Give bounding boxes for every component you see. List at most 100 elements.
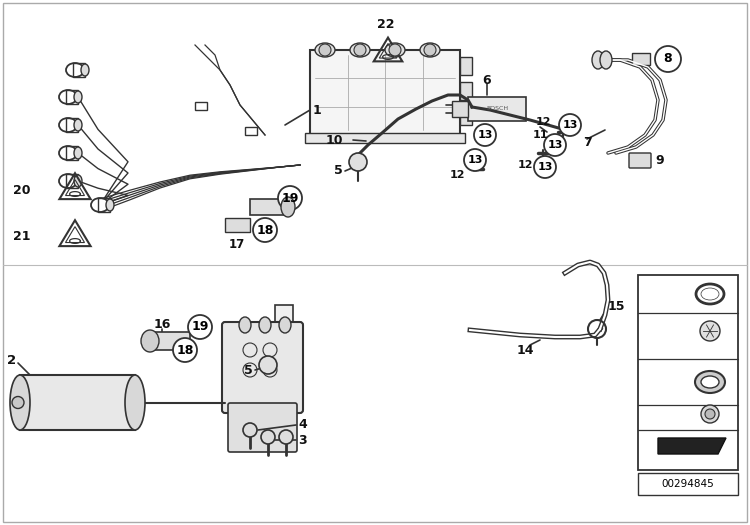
Text: 5: 5	[244, 363, 253, 376]
Bar	[460, 82, 472, 100]
Bar	[245, 127, 257, 135]
Ellipse shape	[420, 43, 440, 57]
Text: 6: 6	[483, 74, 491, 87]
Bar	[66, 90, 78, 104]
Text: 13: 13	[477, 130, 493, 140]
Text: 13: 13	[537, 162, 553, 172]
Bar	[66, 118, 78, 132]
Text: 20: 20	[13, 184, 30, 196]
Text: 7: 7	[583, 136, 591, 150]
Circle shape	[424, 44, 436, 56]
Ellipse shape	[279, 317, 291, 333]
Text: 13: 13	[548, 140, 562, 150]
Circle shape	[559, 114, 581, 136]
Text: 18: 18	[256, 224, 274, 236]
Ellipse shape	[315, 43, 335, 57]
Text: 15: 15	[608, 300, 625, 313]
Text: 19: 19	[191, 320, 208, 333]
Text: 8: 8	[664, 52, 672, 66]
Text: 8: 8	[644, 412, 652, 425]
Circle shape	[349, 153, 367, 171]
Ellipse shape	[592, 51, 604, 69]
Ellipse shape	[350, 43, 370, 57]
Bar	[98, 198, 110, 212]
Text: 18: 18	[176, 343, 194, 356]
Text: 22: 22	[377, 18, 394, 31]
Text: 9: 9	[655, 153, 664, 166]
Bar	[66, 146, 78, 160]
Circle shape	[279, 430, 293, 444]
Ellipse shape	[74, 147, 82, 159]
Text: 5: 5	[334, 164, 343, 177]
Text: 13: 13	[562, 120, 578, 130]
Ellipse shape	[106, 199, 114, 211]
Text: BOSCH: BOSCH	[486, 107, 508, 111]
Circle shape	[278, 186, 302, 210]
Text: 10: 10	[326, 133, 343, 146]
Ellipse shape	[74, 175, 82, 187]
Bar	[460, 57, 472, 75]
Bar	[195, 102, 207, 110]
Ellipse shape	[695, 371, 725, 393]
Bar	[250, 199, 288, 215]
Circle shape	[319, 44, 331, 56]
Circle shape	[173, 338, 197, 362]
Text: 13: 13	[644, 375, 662, 388]
Text: 17: 17	[229, 237, 245, 250]
Polygon shape	[658, 438, 726, 454]
Ellipse shape	[239, 317, 251, 333]
Text: 19: 19	[281, 192, 298, 205]
Circle shape	[464, 149, 486, 171]
Circle shape	[389, 44, 401, 56]
Text: 12: 12	[449, 170, 465, 180]
Ellipse shape	[701, 376, 719, 388]
Ellipse shape	[141, 330, 159, 352]
Bar	[275, 305, 293, 440]
Bar	[73, 63, 85, 77]
FancyBboxPatch shape	[228, 403, 297, 452]
Circle shape	[243, 423, 257, 437]
Text: 12: 12	[518, 160, 533, 170]
Bar	[468, 97, 526, 121]
Circle shape	[705, 409, 715, 419]
Text: 1: 1	[313, 103, 322, 117]
Text: 21: 21	[13, 230, 30, 244]
Ellipse shape	[10, 375, 30, 430]
Text: 4: 4	[298, 418, 307, 432]
Bar	[66, 174, 78, 188]
Bar	[310, 50, 460, 135]
Ellipse shape	[125, 375, 145, 430]
Bar	[20, 375, 135, 430]
Text: 12: 12	[536, 117, 551, 127]
Ellipse shape	[74, 119, 82, 131]
Circle shape	[544, 134, 566, 156]
Bar	[460, 107, 472, 125]
Bar	[638, 473, 738, 495]
Text: 3: 3	[298, 434, 307, 446]
Text: 16: 16	[153, 319, 171, 331]
Circle shape	[188, 315, 212, 339]
Ellipse shape	[701, 288, 719, 300]
Ellipse shape	[74, 91, 82, 103]
Circle shape	[474, 124, 496, 146]
Ellipse shape	[259, 317, 271, 333]
Text: 18: 18	[644, 330, 662, 342]
Circle shape	[261, 430, 275, 444]
Circle shape	[354, 44, 366, 56]
Ellipse shape	[81, 64, 89, 76]
Text: 00294845: 00294845	[662, 479, 714, 489]
FancyBboxPatch shape	[222, 322, 303, 413]
Circle shape	[12, 396, 24, 408]
Ellipse shape	[600, 51, 612, 69]
Bar	[225, 218, 250, 232]
Text: 2: 2	[7, 353, 16, 366]
Bar	[150, 332, 190, 350]
Text: 19: 19	[644, 288, 662, 300]
Circle shape	[253, 218, 277, 242]
Circle shape	[259, 356, 277, 374]
Bar	[305, 133, 465, 143]
Circle shape	[534, 156, 556, 178]
Bar	[632, 53, 650, 65]
Circle shape	[655, 46, 681, 72]
Bar	[638, 275, 738, 470]
